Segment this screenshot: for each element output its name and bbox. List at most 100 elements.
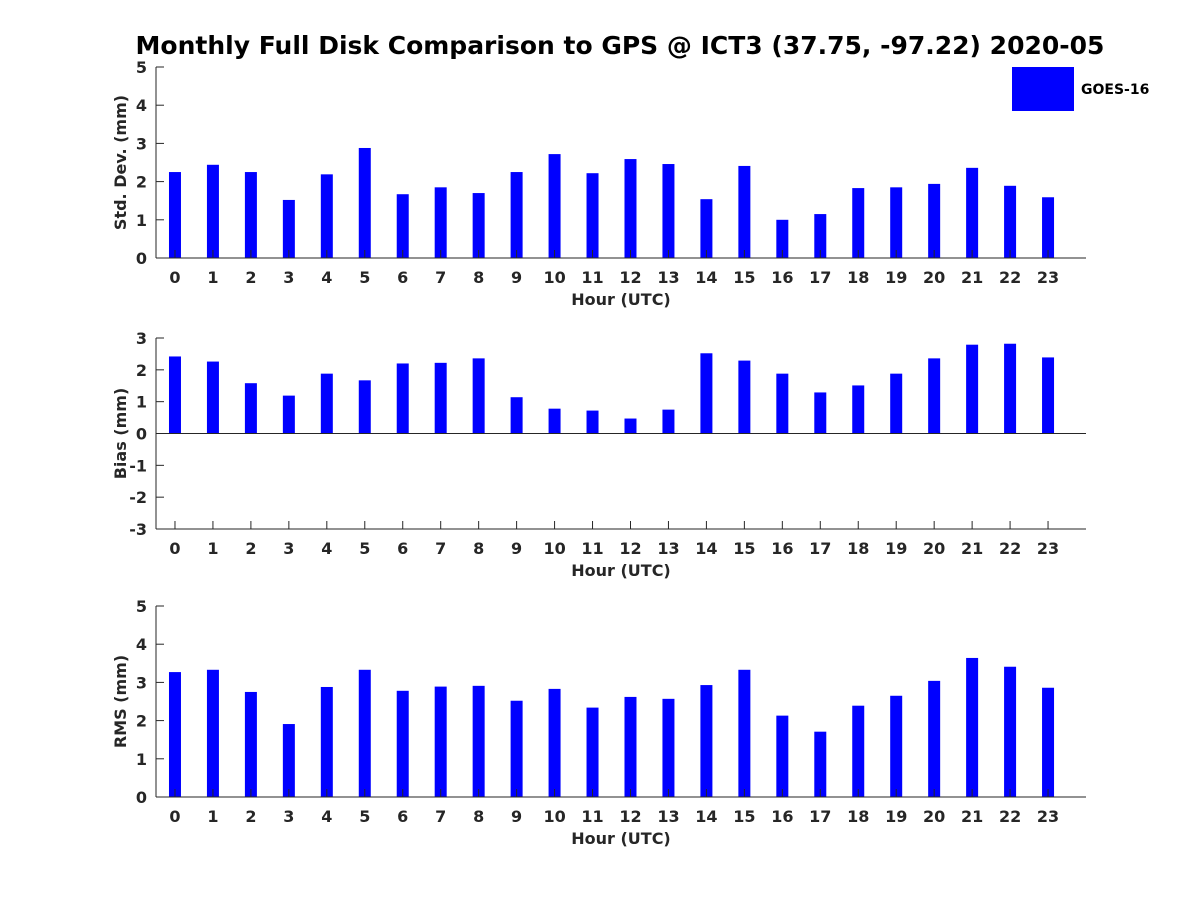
bar-hour-10 (548, 154, 561, 258)
bar-hour-0 (168, 356, 181, 434)
bar-hour-10 (548, 408, 561, 434)
x-tick-label: 18 (847, 539, 869, 558)
x-tick-label: 12 (619, 539, 641, 558)
bar-hour-1 (206, 164, 219, 258)
x-tick-label: 10 (543, 539, 565, 558)
y-tick-label: 4 (136, 96, 147, 115)
x-tick-label: 9 (511, 807, 522, 826)
bar-hour-2 (244, 172, 257, 258)
bar-hour-11 (586, 707, 599, 797)
x-tick-label: 17 (809, 539, 831, 558)
bar-hour-16 (776, 219, 789, 258)
x-tick-label: 11 (581, 268, 603, 287)
x-tick-label: 14 (695, 539, 717, 558)
y-tick-label: 5 (136, 58, 147, 77)
bar-hour-1 (206, 669, 219, 797)
bar-hour-23 (1042, 197, 1055, 258)
bar-hour-19 (890, 187, 903, 258)
bar-hour-20 (928, 183, 941, 258)
x-tick-label: 22 (999, 268, 1021, 287)
x-tick-label: 17 (809, 807, 831, 826)
x-tick-label: 3 (283, 807, 294, 826)
bar-hour-13 (662, 164, 675, 258)
y-axis-label: Bias (mm) (111, 388, 130, 480)
x-tick-label: 9 (511, 539, 522, 558)
bar-hour-1 (206, 361, 219, 434)
x-tick-label: 6 (397, 807, 408, 826)
bar-hour-14 (700, 353, 713, 434)
bar-hour-23 (1042, 357, 1055, 434)
bar-hour-11 (586, 410, 599, 434)
bar-hour-9 (510, 397, 523, 434)
bar-hour-6 (396, 363, 409, 434)
y-tick-label: 0 (136, 249, 147, 268)
x-tick-label: 14 (695, 807, 717, 826)
x-tick-label: 11 (581, 539, 603, 558)
x-tick-label: 21 (961, 539, 983, 558)
bar-hour-7 (434, 362, 447, 434)
y-tick-label: 0 (136, 788, 147, 807)
bar-hour-18 (852, 188, 865, 258)
x-tick-label: 16 (771, 807, 793, 826)
bar-hour-4 (320, 686, 333, 797)
bar-hour-11 (586, 173, 599, 258)
x-tick-label: 4 (321, 807, 332, 826)
x-tick-label: 18 (847, 807, 869, 826)
bar-hour-7 (434, 686, 447, 797)
bar-hour-19 (890, 695, 903, 797)
x-tick-label: 19 (885, 268, 907, 287)
bar-hour-21 (966, 657, 979, 797)
x-tick-label: 2 (245, 539, 256, 558)
x-tick-label: 15 (733, 539, 755, 558)
bar-hour-2 (244, 691, 257, 797)
x-tick-label: 14 (695, 268, 717, 287)
x-tick-label: 13 (657, 807, 679, 826)
x-tick-label: 12 (619, 807, 641, 826)
x-tick-label: 12 (619, 268, 641, 287)
y-tick-label: 3 (136, 673, 147, 692)
x-tick-label: 1 (207, 539, 218, 558)
bar-hour-21 (966, 344, 979, 434)
x-tick-label: 8 (473, 539, 484, 558)
bar-hour-20 (928, 358, 941, 434)
bar-hour-22 (1004, 343, 1017, 434)
y-axis-label: Std. Dev. (mm) (111, 95, 130, 230)
y-tick-label: -1 (129, 456, 147, 475)
x-tick-label: 7 (435, 268, 446, 287)
y-tick-label: 5 (136, 597, 147, 616)
x-tick-label: 20 (923, 539, 945, 558)
x-tick-label: 10 (543, 268, 565, 287)
bar-hour-5 (358, 669, 371, 797)
x-tick-label: 13 (657, 268, 679, 287)
x-tick-label: 19 (885, 807, 907, 826)
y-axis-label: RMS (mm) (111, 655, 130, 748)
bar-hour-13 (662, 409, 675, 434)
bar-hour-21 (966, 167, 979, 258)
bar-hour-7 (434, 187, 447, 258)
x-tick-label: 16 (771, 268, 793, 287)
x-tick-label: 6 (397, 268, 408, 287)
bar-hour-14 (700, 685, 713, 797)
x-tick-label: 23 (1037, 807, 1059, 826)
bar-hour-18 (852, 705, 865, 797)
x-tick-label: 2 (245, 807, 256, 826)
bar-hour-15 (738, 360, 751, 434)
x-tick-label: 0 (169, 268, 180, 287)
bar-hour-14 (700, 199, 713, 258)
x-tick-label: 23 (1037, 539, 1059, 558)
x-tick-label: 2 (245, 268, 256, 287)
x-tick-label: 11 (581, 807, 603, 826)
legend-label: GOES-16 (1081, 82, 1149, 98)
x-tick-label: 21 (961, 807, 983, 826)
x-tick-label: 5 (359, 268, 370, 287)
x-tick-label: 7 (435, 539, 446, 558)
x-tick-label: 15 (733, 268, 755, 287)
x-tick-label: 15 (733, 807, 755, 826)
bar-hour-13 (662, 698, 675, 797)
x-tick-label: 10 (543, 807, 565, 826)
x-tick-label: 17 (809, 268, 831, 287)
bar-hour-3 (282, 395, 295, 434)
x-tick-label: 0 (169, 807, 180, 826)
